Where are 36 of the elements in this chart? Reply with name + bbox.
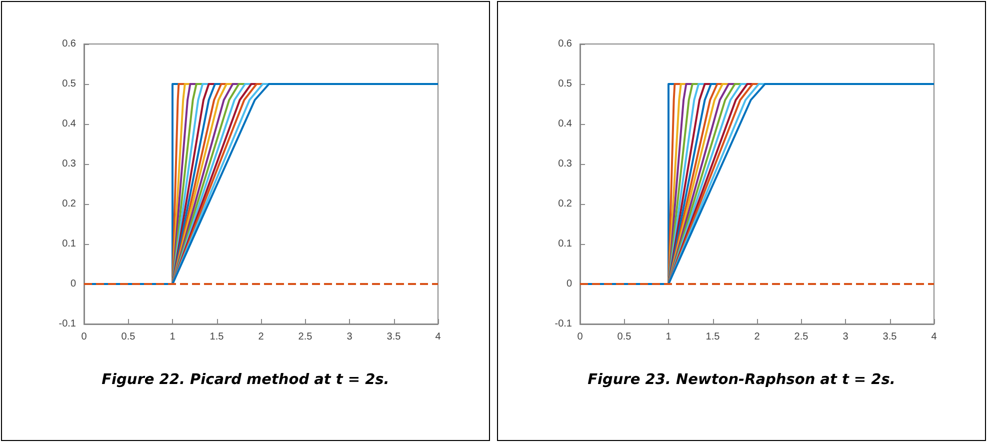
y-tick-label: 0.6 <box>62 38 76 50</box>
x-tick-label: 2.5 <box>794 332 809 342</box>
x-tick-label: 1.5 <box>210 332 224 342</box>
y-tick-label: -0.1 <box>58 318 76 330</box>
y-tick-label: 0.4 <box>558 118 572 130</box>
x-tick-label: 4 <box>931 332 938 342</box>
y-tick-label: 0.6 <box>558 38 572 50</box>
y-tick-label: 0.4 <box>62 118 76 130</box>
x-tick-label: 2 <box>754 332 760 342</box>
y-tick-label: 0 <box>70 278 76 290</box>
y-tick-label: 0.5 <box>62 78 76 90</box>
caption: Figure 23. Newton-Raphson at t = 2s. <box>586 372 896 388</box>
x-tick-label: 3.5 <box>386 332 402 342</box>
x-tick-label: 1 <box>666 332 672 342</box>
y-tick-label: 0.1 <box>62 238 76 250</box>
x-tick-label: 3.5 <box>882 332 898 342</box>
x-tick-label: 1 <box>170 332 176 342</box>
caption: Figure 22. Picard method at t = 2s. <box>100 372 390 388</box>
x-tick-label: 0 <box>577 332 584 342</box>
x-tick-label: 1.5 <box>706 332 720 342</box>
x-tick-label: 0 <box>81 332 88 342</box>
y-tick-label: 0 <box>566 278 572 290</box>
x-tick-label: 4 <box>435 332 442 342</box>
x-tick-label: 3 <box>346 332 353 342</box>
x-tick-label: 2 <box>258 332 264 342</box>
y-tick-label: 0.3 <box>558 158 572 170</box>
y-tick-label: 0.2 <box>558 198 572 210</box>
y-tick-label: 0.5 <box>558 78 572 90</box>
y-tick-label: 0.1 <box>558 238 572 250</box>
x-tick-label: 3 <box>842 332 849 342</box>
x-tick-label: 2.5 <box>298 332 313 342</box>
x-tick-label: 0.5 <box>617 332 632 342</box>
y-tick-label: 0.3 <box>62 158 76 170</box>
y-tick-label: 0.2 <box>62 198 76 210</box>
y-tick-label: -0.1 <box>554 318 572 330</box>
x-tick-label: 0.5 <box>121 332 136 342</box>
